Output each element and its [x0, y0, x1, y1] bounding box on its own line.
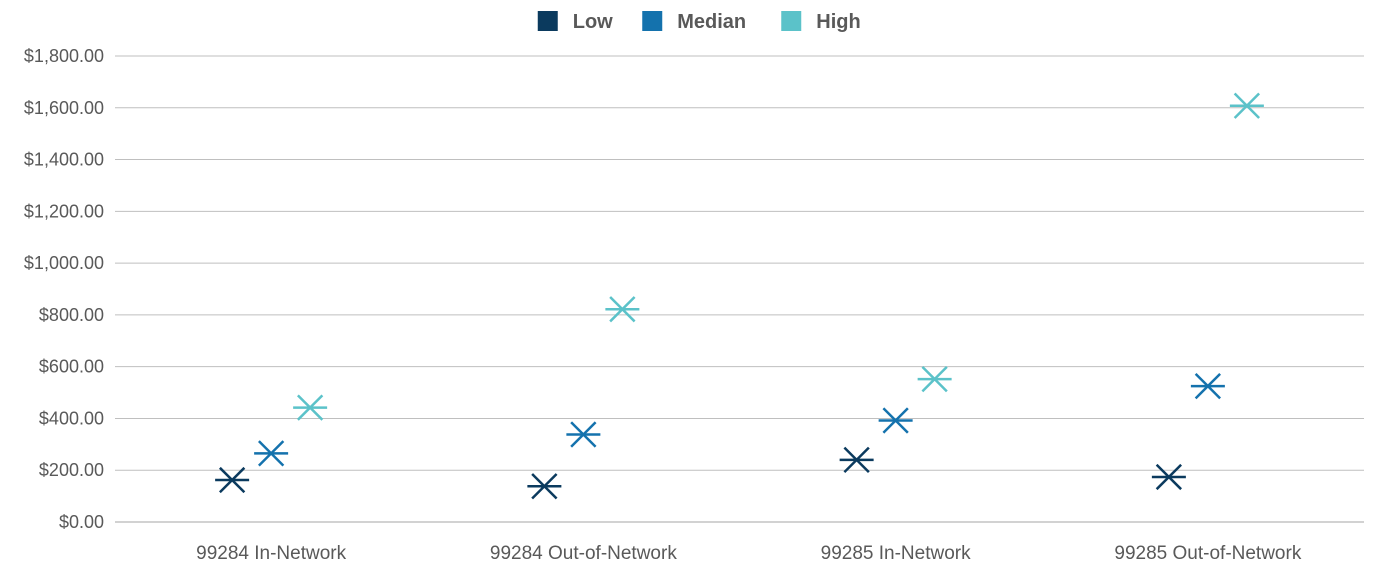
legend-swatch	[781, 11, 802, 31]
y-tick-label: $400.00	[39, 408, 104, 428]
data-points	[215, 92, 1264, 500]
y-tick-label: $1,600.00	[24, 98, 104, 118]
y-tick-label: $1,400.00	[24, 150, 104, 170]
legend-item-low: Low	[537, 11, 613, 33]
legend-label: Median	[677, 11, 746, 33]
x-category-label: 99284 In-Network	[196, 543, 346, 564]
x-axis-category-labels: 99284 In-Network 99284 Out-of-Network 9928…	[196, 543, 1302, 564]
data-point-high	[917, 365, 952, 393]
legend-swatch	[537, 11, 558, 31]
y-tick-label: $1,200.00	[24, 201, 104, 221]
data-point-low	[839, 446, 874, 473]
y-tick-label: $800.00	[39, 305, 104, 325]
data-point-high	[1229, 92, 1264, 119]
data-point-high	[293, 394, 328, 421]
x-category-label: 99285 Out-of-Network	[1114, 543, 1301, 564]
y-tick-label: $1,800.00	[24, 46, 104, 66]
legend-swatch	[642, 11, 663, 31]
data-point-low	[215, 466, 250, 494]
y-tick-label: $1,000.00	[24, 253, 104, 273]
legend-label: High	[816, 11, 860, 33]
data-point-median	[566, 421, 601, 448]
legend-label: Low	[573, 11, 613, 33]
data-point-median	[254, 440, 289, 467]
data-point-median	[878, 407, 913, 434]
y-tick-label: $600.00	[39, 357, 104, 377]
legend-item-high: High	[781, 11, 861, 33]
gridlines	[115, 55, 1364, 523]
data-point-low	[1151, 463, 1186, 491]
legend: Low Median High	[537, 11, 861, 33]
data-point-high	[605, 296, 640, 323]
legend-item-median: Median	[642, 11, 746, 33]
y-tick-label: $0.00	[59, 512, 104, 532]
y-tick-label: $200.00	[39, 460, 104, 480]
x-category-label: 99285 In-Network	[821, 543, 971, 564]
y-axis-tick-labels: $0.00 $200.00 $400.00 $600.00 $800.00 $1,000.…	[24, 46, 104, 532]
data-point-median	[1190, 372, 1225, 400]
x-category-label: 99284 Out-of-Network	[490, 543, 677, 564]
data-point-low	[527, 473, 562, 500]
